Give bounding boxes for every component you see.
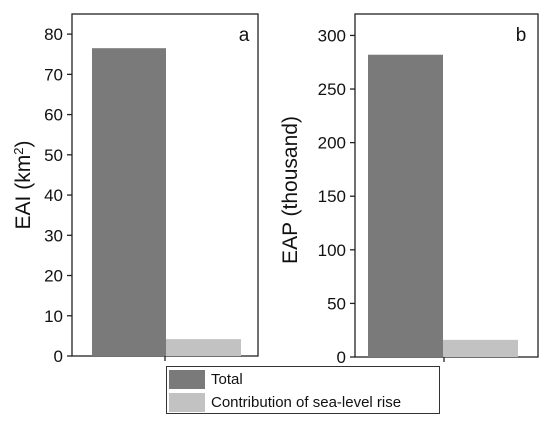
panel-a-y-ticks: 0 10 20 30 40 50 60 70 80 (44, 25, 72, 366)
panel-a-y-tick-label: 80 (44, 25, 63, 44)
panel-a-ylabel: EAI (km2) (11, 141, 36, 230)
panel-b-bar-slr (443, 339, 518, 357)
panel-b: 0 50 100 150 200 250 300 b EAP (thousand) (279, 13, 539, 367)
panel-a-y-tick-label: 30 (44, 226, 63, 245)
panel-b-y-tick-label: 150 (318, 187, 346, 206)
panel-a-y-tick-label: 60 (44, 106, 63, 125)
legend-label-sea-level-rise: Contribution of sea-level rise (211, 394, 402, 411)
panel-b-y-ticks: 0 50 100 150 200 250 300 (318, 26, 355, 367)
panel-a: 0 10 20 30 40 50 60 70 80 a EAI (km2) (11, 13, 259, 366)
panel-a-bar-total (92, 48, 166, 356)
panel-b-bar-total (368, 54, 443, 357)
panel-b-label: b (516, 25, 527, 46)
panel-a-y-tick-label: 10 (44, 307, 63, 326)
legend-swatch-sea-level-rise (169, 393, 205, 412)
panel-b-ylabel: EAP (thousand) (279, 116, 302, 264)
panel-a-label: a (239, 25, 250, 46)
panel-b-y-tick-label: 0 (337, 348, 346, 367)
legend-item-total: Total (167, 368, 243, 391)
panel-a-y-tick-label: 70 (44, 65, 63, 84)
legend-swatch-total (169, 370, 205, 389)
panel-b-y-tick-label: 50 (327, 294, 346, 313)
panel-a-y-tick-label: 20 (44, 267, 63, 286)
panel-b-y-tick-label: 100 (318, 241, 346, 260)
legend-item-sea-level-rise: Contribution of sea-level rise (167, 391, 401, 414)
panel-b-y-tick-label: 200 (318, 134, 346, 153)
panel-a-y-tick-label: 40 (44, 186, 63, 205)
legend-label-total: Total (211, 371, 243, 388)
panel-b-y-tick-label: 250 (318, 80, 346, 99)
panel-a-bar-slr (166, 339, 241, 356)
legend: Total Contribution of sea-level rise (166, 366, 440, 414)
panel-b-y-tick-label: 300 (318, 26, 346, 45)
panel-a-y-tick-label: 50 (44, 146, 63, 165)
panel-a-y-tick-label: 0 (54, 347, 63, 366)
